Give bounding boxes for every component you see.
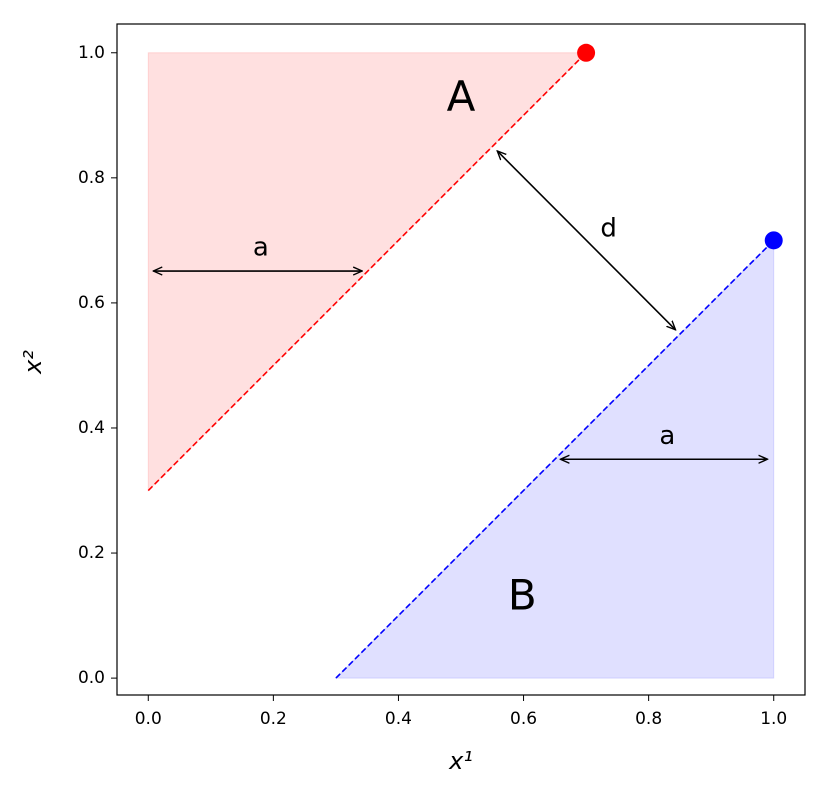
point: [764, 231, 783, 250]
y-axis-label: x²: [19, 350, 47, 375]
dashed-line: [147, 52, 587, 492]
plot-frame: [116, 23, 806, 696]
y-tick-label: 1.0: [78, 43, 105, 63]
y-tick-label: 0.4: [78, 418, 105, 438]
region-label: B: [508, 571, 537, 620]
region-label: A: [447, 72, 476, 121]
x-tick-label: 0.6: [510, 709, 537, 729]
annotation-label: d: [600, 214, 617, 244]
annotation-label: a: [253, 232, 269, 262]
arrow: [497, 151, 675, 330]
x-tick-label: 0.0: [135, 709, 162, 729]
x-tick-label: 0.2: [260, 709, 287, 729]
y-tick-label: 0.2: [78, 543, 105, 563]
y-tick-label: 0.0: [78, 668, 105, 688]
y-tick-label: 0.6: [78, 293, 105, 313]
x-tick-label: 1.0: [760, 709, 787, 729]
x-tick-label: 0.4: [385, 709, 412, 729]
x-tick-label: 0.8: [635, 709, 662, 729]
point: [577, 43, 596, 62]
y-tick-label: 0.8: [78, 168, 105, 188]
annotation-label: a: [659, 421, 675, 451]
dashed-line: [335, 239, 775, 679]
x-axis-label: x¹: [448, 747, 473, 775]
